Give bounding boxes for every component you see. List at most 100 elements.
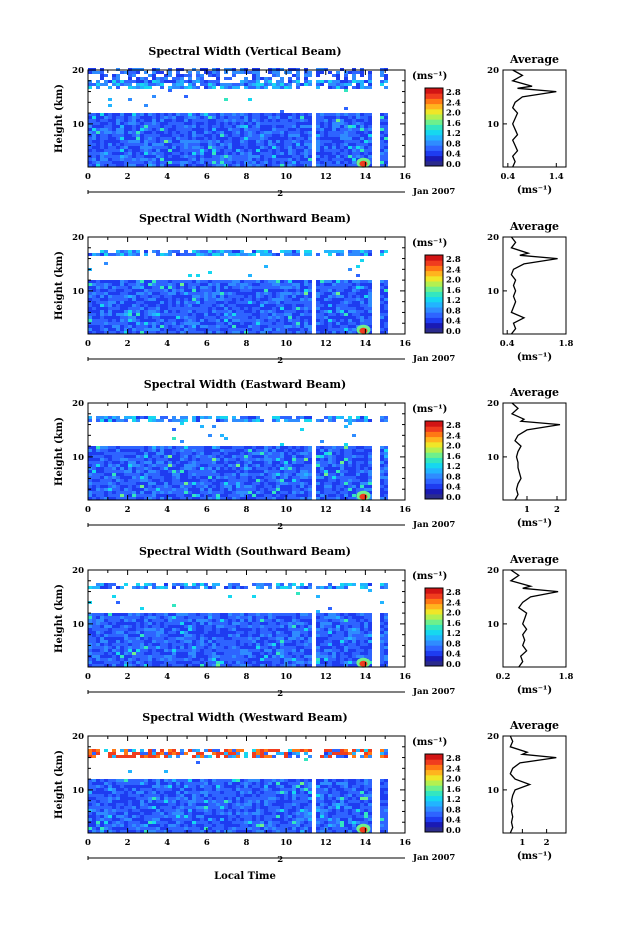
heatmap-cell [348,301,352,304]
heatmap-cell [268,131,272,134]
heatmap-cell [380,164,384,167]
heatmap-cell [104,286,108,289]
heatmap-cell [236,458,240,461]
heatmap-cell [156,464,160,467]
heatmap-cell [344,74,348,77]
heatmap-cell [256,83,260,86]
heatmap-cell [364,140,368,143]
heatmap-cell [288,146,292,149]
heatmap-cell [280,325,284,328]
heatmap-cell [308,482,312,485]
heatmap-cell [188,134,192,137]
heatmap-cell [92,113,96,116]
heatmap-cell [264,122,268,125]
heatmap-cell [100,301,104,304]
heatmap-cell [252,155,256,158]
heatmap-cell [120,634,124,637]
heatmap-cell [224,437,228,440]
heatmap-cell [272,131,276,134]
heatmap-cell [344,319,348,322]
heatmap-cell [120,304,124,307]
heatmap-cell [124,479,128,482]
heatmap-cell [220,125,224,128]
heatmap-cell [208,322,212,325]
heatmap-cell [336,452,340,455]
heatmap-cell [328,113,332,116]
heatmap-cell [148,304,152,307]
heatmap-cell [260,125,264,128]
heatmap-cell [132,137,136,140]
heatmap-cell [272,467,276,470]
heatmap-cell [192,301,196,304]
colorbar-swatch [425,473,443,479]
heatmap-cell [88,113,92,116]
heatmap-cell [100,149,104,152]
heatmap-cell [172,322,176,325]
heatmap-cell [232,152,236,155]
heatmap-cell [132,452,136,455]
heatmap-cell [328,485,332,488]
heatmap-cell [216,491,220,494]
heatmap-cell [352,476,356,479]
heatmap-cell [112,461,116,464]
heatmap-cell [140,446,144,449]
heatmap-cell [228,488,232,491]
heatmap-cell [332,310,336,313]
heatmap-cell [156,158,160,161]
heatmap-cell [172,452,176,455]
heatmap-cell [124,164,128,167]
heatmap-cell [136,83,140,86]
average-profile-line [511,69,557,168]
heatmap-cell [324,479,328,482]
heatmap-cell [164,304,168,307]
heatmap-cell [152,80,156,83]
average-y-tick-label: 20 [487,233,499,243]
heatmap-cell [284,307,288,310]
colorbar-tick-label: 0.0 [446,160,461,170]
colorbar-swatch [425,129,443,136]
heatmap-cell [316,134,320,137]
heatmap-cell [184,328,188,331]
heatmap-cell [196,119,200,122]
heatmap-cells [88,416,388,501]
heatmap-cell [292,122,296,125]
heatmap-cell [96,664,100,667]
heatmap-cell [116,128,120,131]
heatmap-cell [220,307,224,310]
heatmap-cell [96,313,100,316]
heatmap-cell [180,416,184,419]
heatmap-cell [236,158,240,161]
heatmap-cell [224,71,228,74]
heatmap-cell [108,80,112,83]
heatmap-cell [264,491,268,494]
heatmap-cell [112,473,116,476]
heatmap-cell [88,625,92,628]
heatmap-cell [124,485,128,488]
heatmap-cell [116,313,120,316]
heatmap-cell [356,461,360,464]
heatmap-cell [336,140,340,143]
heatmap-cell [160,416,164,419]
heatmap-cell [348,325,352,328]
heatmap-cell [192,161,196,164]
heatmap-cell [328,331,332,334]
heatmap-cell [144,485,148,488]
heatmap-cell [108,491,112,494]
heatmap-cell [276,470,280,473]
heatmap-cell [240,452,244,455]
heatmap-cell [128,482,132,485]
heatmap-cell [200,283,204,286]
heatmap-cell [124,455,128,458]
heatmap-cell [92,479,96,482]
heatmap-cell [116,655,120,658]
panel-title: Spectral Width (Vertical Beam) [148,45,341,58]
heatmap-cell [108,631,112,634]
heatmap-cell [380,467,384,470]
colorbar-tick-label: 2.0 [446,276,461,286]
heatmap-cell [204,253,208,256]
heatmap-cell [252,146,256,149]
heatmap-cell [232,313,236,316]
heatmap-cell [352,283,356,286]
heatmap-cell [88,319,92,322]
heatmap-cell [352,161,356,164]
